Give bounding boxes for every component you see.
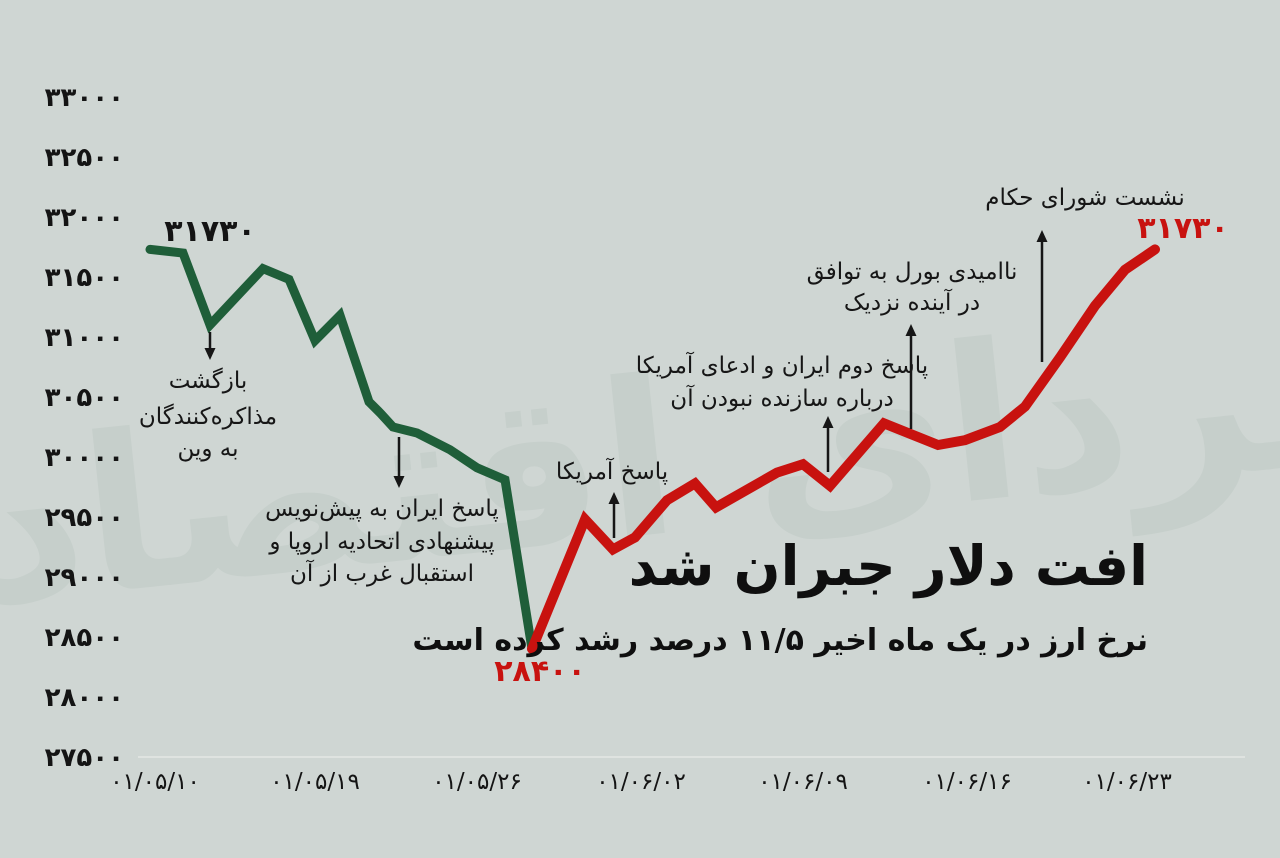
y-tick-label: ۳۳۰۰۰ xyxy=(45,83,124,113)
annotation-text: پاسخ آمریکا xyxy=(556,457,668,485)
y-axis-labels: ۳۳۰۰۰ ۳۲۵۰۰ ۳۲۰۰۰ ۳۱۵۰۰ ۳۱۰۰۰ ۳۰۵۰۰ ۳۰۰۰۰ ۲۹۵۰۰… xyxy=(45,83,124,773)
x-tick-label: ۰۱/۰۵/۲۶ xyxy=(432,769,522,795)
annotation-text: استقبال غرب از آن xyxy=(290,559,474,587)
x-tick-label: ۰۱/۰۵/۱۰ xyxy=(110,769,200,795)
value-point-labels: ۳۱۷۳۰ ۲۸۴۰۰ ۳۱۷۳۰ xyxy=(164,211,1229,689)
y-tick-label: ۲۸۰۰۰ xyxy=(45,683,124,713)
annotation-text: بازگشت xyxy=(169,367,248,394)
point-value-label: ۲۸۴۰۰ xyxy=(494,654,586,689)
y-tick-label: ۲۸۵۰۰ xyxy=(45,623,124,653)
annotation-arrowhead-icon xyxy=(393,476,405,488)
x-tick-label: ۰۱/۰۶/۱۶ xyxy=(922,769,1012,795)
annotation-text: پاسخ ایران به پیش‌نویس xyxy=(265,496,499,522)
y-tick-label: ۳۲۰۰۰ xyxy=(45,203,124,233)
annotation-text: در آینده نزدیک xyxy=(844,288,980,316)
x-axis-labels: ۰۱/۰۵/۱۰ ۰۱/۰۵/۱۹ ۰۱/۰۵/۲۶ ۰۱/۰۶/۰۲ ۰۱/۰۶/۰۹… xyxy=(110,769,1172,795)
x-tick-label: ۰۱/۰۶/۲۳ xyxy=(1082,769,1172,795)
y-tick-label: ۳۰۰۰۰ xyxy=(45,443,124,473)
x-tick-label: ۰۱/۰۶/۰۲ xyxy=(596,769,686,795)
chart-title: افت دلار جبران شد xyxy=(629,534,1148,598)
y-tick-label: ۳۰۵۰۰ xyxy=(45,383,124,413)
x-tick-label: ۰۱/۰۶/۰۹ xyxy=(758,769,848,795)
annotation-text: مذاکره‌کنندگان xyxy=(139,403,277,430)
annotation-arrowhead-icon xyxy=(1036,230,1048,242)
chart-subtitle: نرخ ارز در یک ماه اخیر ۱۱/۵ درصد رشد کرد… xyxy=(412,623,1148,658)
series-decline-line xyxy=(145,244,537,654)
y-tick-label: ۳۱۰۰۰ xyxy=(45,323,124,353)
point-value-label: ۳۱۷۳۰ xyxy=(164,214,256,249)
x-tick-label: ۰۱/۰۵/۱۹ xyxy=(270,769,360,795)
annotation-arrowhead-icon xyxy=(905,324,917,336)
y-tick-label: ۳۱۵۰۰ xyxy=(45,263,124,293)
event-annotations: بازگشت مذاکره‌کنندگان به وین پاسخ ایران به … xyxy=(139,185,1185,587)
annotation-text: درباره سازنده نبودن آن xyxy=(670,384,893,412)
y-tick-label: ۲۹۰۰۰ xyxy=(45,563,124,593)
annotation-text: به وین xyxy=(177,436,238,462)
y-tick-label: ۲۷۵۰۰ xyxy=(45,743,124,773)
annotation-text: ناامیدی بورل به توافق xyxy=(807,259,1018,285)
annotation-arrowhead-icon xyxy=(608,492,620,504)
annotation-arrowhead-icon xyxy=(204,348,216,360)
series-recovery-line xyxy=(527,244,1160,654)
y-tick-label: ۲۹۵۰۰ xyxy=(45,503,124,533)
series-lines xyxy=(145,244,1160,654)
annotation-text: پیشنهادی اتحادیه اروپا و xyxy=(268,529,494,555)
point-value-label: ۳۱۷۳۰ xyxy=(1137,211,1229,246)
y-tick-label: ۳۲۵۰۰ xyxy=(45,143,124,173)
annotation-text: پاسخ دوم ایران و ادعای آمریکا xyxy=(636,351,928,379)
annotation-arrowhead-icon xyxy=(822,416,834,428)
annotation-text: نشست شورای حکام xyxy=(985,185,1184,211)
